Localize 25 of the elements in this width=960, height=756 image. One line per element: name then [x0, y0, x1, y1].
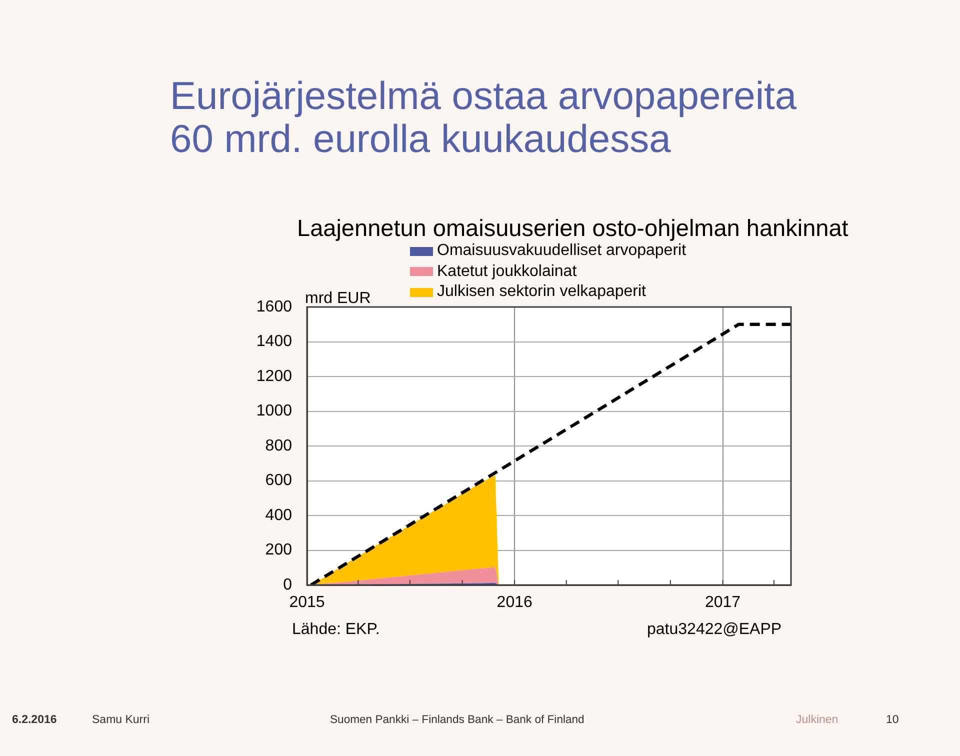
text: 6.2.2016 [12, 713, 57, 728]
text: 10 [886, 713, 899, 728]
chart-title: Eurojärjestelmä ostaa arvopapereita 60 mrd. eurolla kuukaudessa [170, 75, 798, 161]
legend-label: Julkisen sektorin velkapaperit [437, 283, 646, 302]
y-tick-label: 600 [265, 472, 292, 490]
text: Julkinen [796, 713, 838, 728]
x-tick-label: 2017 [704, 594, 741, 612]
y-tick-label: 800 [265, 437, 292, 454]
chart-subtitle: Laajennetun omaisuuserien osto-ohjelman hankinnat [297, 214, 848, 242]
y-tick-label: 1200 [256, 368, 292, 385]
legend-label: Katetut joukkolainat [437, 262, 577, 281]
text: Samu Kurri [92, 713, 150, 728]
y-axis-title: mrd EUR [305, 290, 371, 308]
x-tick-label: 2015 [289, 594, 325, 612]
y-tick-label: 400 [265, 506, 292, 524]
y-tick-label: 1400 [256, 333, 292, 350]
legend-label: Omaisuusvakuudelliset arvopaperit [437, 242, 686, 260]
x-tick-label: 2016 [496, 594, 532, 612]
text: Lähde: EKP. [292, 620, 380, 639]
text: patu32422@EAPP [647, 620, 782, 639]
y-tick-label: 0 [283, 576, 292, 594]
y-tick-label: 1000 [256, 402, 292, 420]
text: Suomen Pankki – Finlands Bank – Bank of Finland [330, 713, 584, 727]
y-tick-label: 200 [265, 542, 292, 559]
y-tick-label: 1600 [256, 298, 292, 316]
